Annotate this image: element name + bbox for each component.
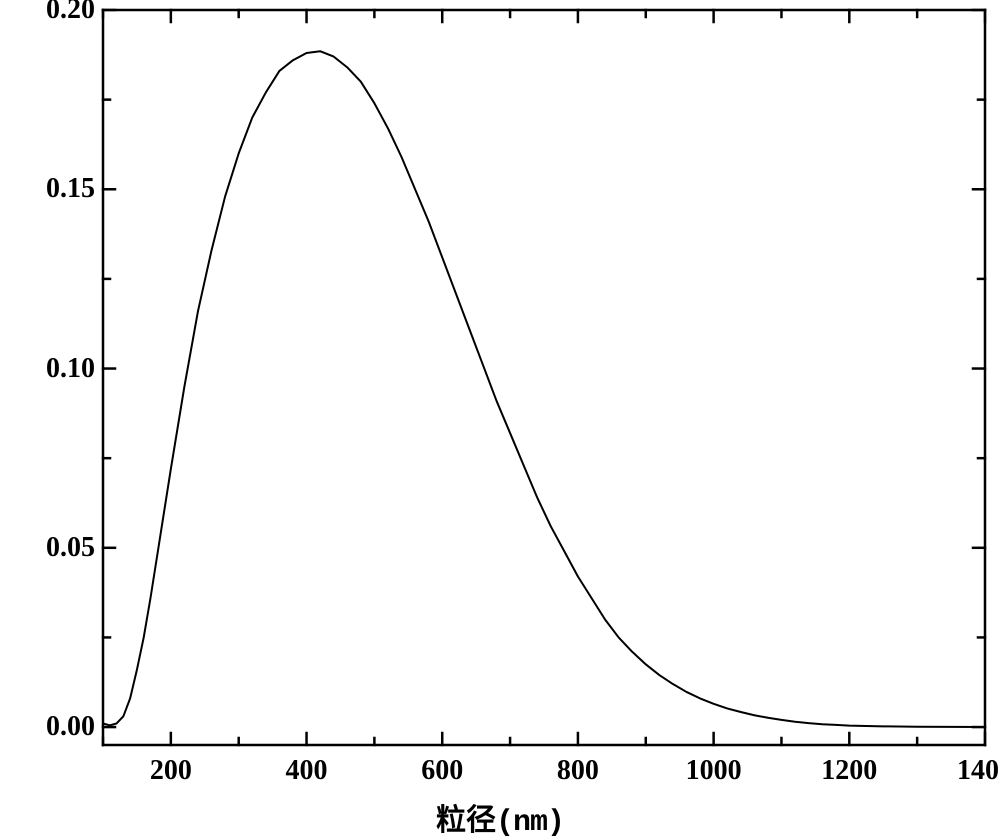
y-tick-label: 0.15: [46, 173, 95, 205]
x-tick-label: 1200: [821, 755, 877, 787]
x-tick-label: 1000: [686, 755, 742, 787]
x-tick-label: 600: [421, 755, 463, 787]
y-tick-label: 0.05: [46, 532, 95, 564]
x-axis-label-unit: (nm): [496, 806, 564, 840]
y-tick-label: 0.20: [46, 0, 95, 26]
x-axis-label-cjk: 粒径: [436, 804, 496, 837]
distribution-chart: 0.00 0.05 0.10 0.15 0.20 200 400 600 800…: [0, 0, 1000, 838]
x-tick-label: 400: [286, 755, 328, 787]
y-tick-label: 0.10: [46, 353, 95, 385]
y-tick-label: 0.00: [46, 711, 95, 743]
x-tick-label: 200: [150, 755, 192, 787]
x-tick-label: 1400: [957, 755, 1000, 787]
x-tick-label: 800: [557, 755, 599, 787]
x-axis-label: 粒径(nm): [436, 795, 564, 840]
chart-canvas: [0, 0, 1000, 838]
